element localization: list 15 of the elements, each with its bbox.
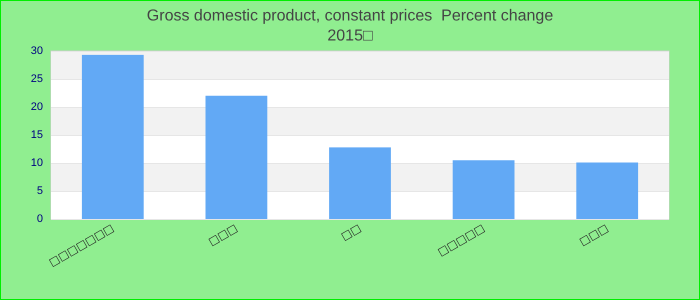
bar — [329, 147, 391, 219]
bar — [206, 96, 268, 219]
y-tick-label: 0 — [36, 213, 43, 225]
y-tick-label: 15 — [30, 129, 43, 141]
bar — [452, 160, 514, 219]
y-tick-label: 10 — [30, 157, 43, 169]
bar — [82, 54, 144, 219]
y-tick-label: 30 — [30, 45, 43, 57]
x-tick-label: □□ — [338, 221, 364, 244]
chart-title: Gross domestic product, constant prices Percent change — [146, 8, 554, 24]
y-tick-label: 25 — [30, 73, 43, 85]
y-tick-label: 20 — [30, 101, 43, 113]
bar — [576, 162, 638, 219]
chart-subtitle: 2015□ — [327, 28, 373, 44]
y-tick-label: 5 — [36, 185, 43, 197]
